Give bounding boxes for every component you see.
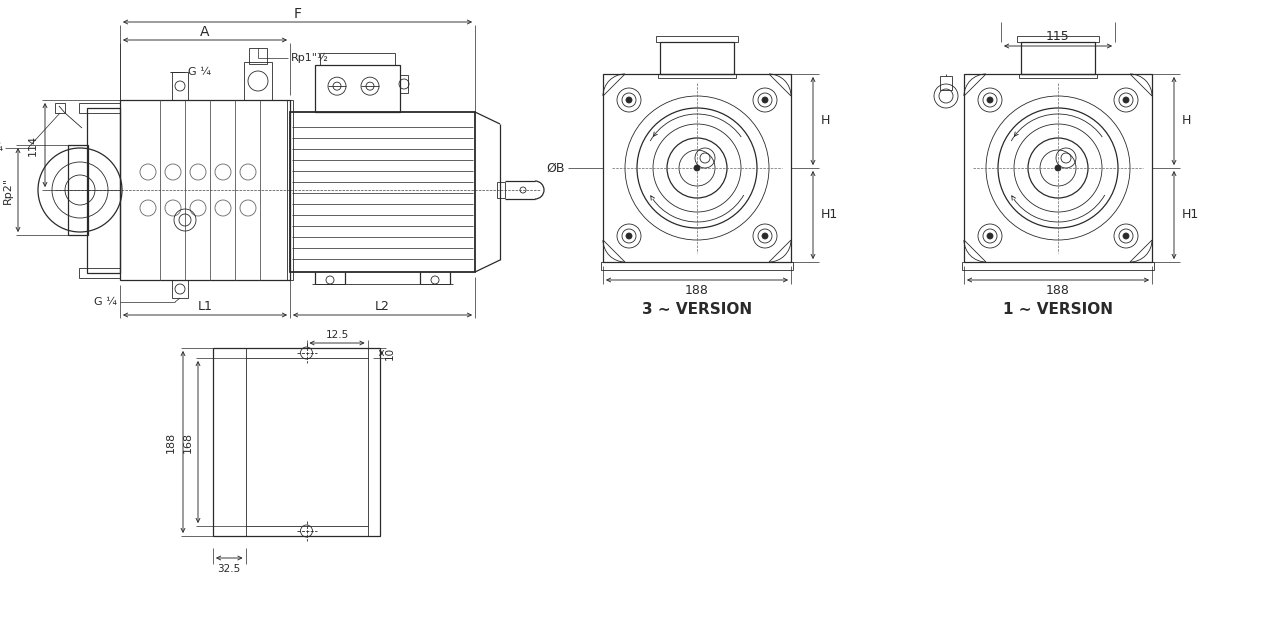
- Circle shape: [1123, 97, 1129, 103]
- Text: 3 ∼ VERSION: 3 ∼ VERSION: [642, 303, 753, 318]
- Text: G ¼: G ¼: [188, 67, 212, 77]
- Text: 114: 114: [28, 135, 38, 156]
- Circle shape: [1055, 165, 1061, 171]
- Circle shape: [1123, 233, 1129, 239]
- Bar: [121, 100, 290, 280]
- Circle shape: [987, 97, 994, 103]
- Bar: [320, 53, 395, 65]
- Text: L1: L1: [197, 300, 213, 313]
- Bar: [213, 348, 379, 536]
- Circle shape: [762, 97, 768, 103]
- Text: 188: 188: [685, 283, 709, 297]
- Bar: [315, 65, 400, 112]
- Bar: [79, 268, 121, 278]
- Text: H: H: [1182, 115, 1191, 128]
- Bar: [1019, 74, 1097, 78]
- Circle shape: [694, 165, 700, 171]
- Text: 32.5: 32.5: [218, 564, 241, 574]
- Bar: [1017, 36, 1099, 42]
- Text: 115: 115: [1046, 29, 1070, 42]
- Bar: [601, 262, 794, 270]
- Bar: [658, 74, 736, 78]
- Bar: [400, 75, 408, 93]
- Text: G ¼: G ¼: [0, 143, 3, 153]
- Text: L2: L2: [376, 300, 390, 313]
- Bar: [497, 182, 505, 198]
- Circle shape: [762, 233, 768, 239]
- Text: A: A: [200, 25, 210, 39]
- Text: F: F: [294, 7, 301, 21]
- Text: G ¼: G ¼: [94, 297, 117, 307]
- Text: 168: 168: [183, 432, 194, 452]
- Text: H1: H1: [1182, 209, 1199, 222]
- Bar: [1020, 42, 1095, 74]
- Text: 12.5: 12.5: [326, 330, 349, 340]
- Circle shape: [626, 97, 632, 103]
- Bar: [87, 108, 121, 273]
- Bar: [964, 74, 1153, 262]
- Text: H: H: [820, 115, 831, 128]
- Bar: [603, 74, 791, 262]
- Text: H1: H1: [820, 209, 838, 222]
- Bar: [660, 42, 735, 74]
- Bar: [172, 280, 188, 298]
- Circle shape: [987, 233, 994, 239]
- Bar: [249, 48, 267, 64]
- Bar: [68, 145, 88, 235]
- Bar: [290, 112, 476, 272]
- Text: 188: 188: [1046, 283, 1070, 297]
- Bar: [656, 36, 738, 42]
- Bar: [55, 103, 65, 113]
- Bar: [287, 100, 294, 280]
- Text: 188: 188: [165, 431, 176, 453]
- Text: Rp2": Rp2": [3, 176, 13, 204]
- Bar: [962, 262, 1154, 270]
- Bar: [172, 72, 188, 100]
- Bar: [940, 76, 953, 90]
- Text: 1 ∼ VERSION: 1 ∼ VERSION: [1003, 303, 1113, 318]
- Bar: [244, 62, 272, 100]
- Text: 10: 10: [385, 346, 395, 359]
- Circle shape: [626, 233, 632, 239]
- Text: Rp1"½: Rp1"½: [291, 53, 329, 63]
- Text: ØB: ØB: [546, 161, 565, 174]
- Bar: [79, 103, 121, 113]
